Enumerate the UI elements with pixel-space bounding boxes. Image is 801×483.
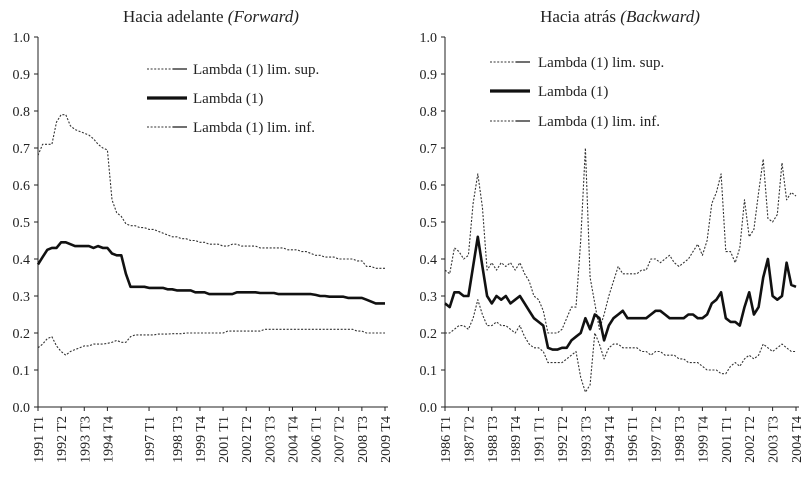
x-tick-label: 1998 T3 — [673, 416, 688, 463]
legend-label: Lambda (1) lim. inf. — [193, 120, 315, 136]
legend-label: Lambda (1) — [193, 91, 263, 107]
x-tick-label: 2004 T4 — [790, 416, 801, 463]
y-tick-label: 0.1 — [420, 364, 438, 379]
y-tick-label: 0.3 — [13, 290, 31, 305]
x-tick-label: 1999 T4 — [194, 416, 209, 463]
x-tick-label: 1991 T1 — [32, 416, 47, 463]
chart-title: Hacia adelante (Forward) — [123, 7, 299, 26]
y-tick-label: 0.5 — [420, 216, 438, 231]
x-tick-label: 1991 T1 — [533, 416, 548, 463]
series-line-3 — [37, 328, 385, 356]
x-tick-label: 1987 T2 — [462, 416, 477, 463]
x-tick-label: 2002 T2 — [743, 416, 758, 463]
y-tick-label: 0.5 — [13, 216, 31, 231]
x-tick-label: 1999 T4 — [696, 416, 711, 463]
x-tick-label: 1992 T2 — [556, 416, 571, 463]
x-tick-label: 1993 T3 — [579, 416, 594, 463]
series-line-2 — [36, 241, 385, 305]
y-tick-label: 0.4 — [420, 253, 438, 268]
legend-label: Lambda (1) — [538, 84, 608, 100]
y-tick-label: 0.8 — [420, 105, 438, 120]
x-tick-label: 2004 T4 — [286, 416, 301, 463]
y-tick-label: 1.0 — [13, 31, 31, 46]
y-tick-label: 0.0 — [420, 401, 438, 416]
series-line-1 — [37, 114, 385, 269]
x-tick-label: 1997 T2 — [650, 416, 665, 463]
x-tick-label: 1998 T3 — [171, 416, 186, 463]
x-tick-label: 1992 T2 — [55, 416, 70, 463]
x-tick-label: 2003 T3 — [263, 416, 278, 463]
y-tick-label: 0.0 — [13, 401, 31, 416]
x-tick-label: 2007 T2 — [333, 416, 348, 463]
chart-title: Hacia atrás (Backward) — [540, 7, 700, 26]
y-tick-label: 0.8 — [13, 105, 31, 120]
y-tick-label: 0.6 — [13, 179, 31, 194]
x-tick-label: 1993 T3 — [78, 416, 93, 463]
x-tick-label: 1997 T1 — [143, 416, 158, 463]
x-tick-label: 2001 T1 — [217, 416, 232, 463]
x-tick-label: 1996 T1 — [626, 416, 641, 463]
y-tick-label: 0.7 — [13, 142, 31, 157]
y-tick-label: 0.2 — [13, 327, 31, 342]
x-tick-label: 1989 T4 — [509, 416, 524, 463]
y-tick-label: 0.3 — [420, 290, 438, 305]
x-tick-label: 2009 T4 — [379, 416, 394, 463]
x-tick-label: 2001 T1 — [720, 416, 735, 463]
series-line-3 — [445, 299, 796, 393]
x-tick-label: 2006 T1 — [310, 416, 325, 463]
chart-panel-2: Hacia atrás (Backward) 0.0 0.1 0.2 0.3 0.4 0.5… — [420, 7, 801, 463]
legend-label: Lambda (1) lim. inf. — [538, 114, 660, 130]
x-tick-label: 2008 T3 — [356, 416, 371, 463]
legend-label: Lambda (1) lim. sup. — [193, 62, 319, 78]
x-tick-label: 1994 T4 — [603, 416, 618, 463]
x-tick-label: 1986 T1 — [439, 416, 454, 463]
chart-panel-1: Hacia adelante (Forward) 0.0 0.1 0.2 0.3 0.4 0… — [13, 7, 395, 463]
y-tick-label: 0.9 — [13, 68, 31, 83]
x-tick-label: 1994 T4 — [101, 416, 116, 463]
x-tick-label: 2003 T3 — [767, 416, 782, 463]
series-line-2 — [444, 235, 797, 351]
y-tick-label: 0.9 — [420, 68, 438, 83]
series-line-1 — [444, 147, 797, 334]
x-tick-label: 2002 T2 — [240, 416, 255, 463]
y-tick-label: 0.1 — [13, 364, 31, 379]
y-tick-label: 0.4 — [13, 253, 31, 268]
legend-label: Lambda (1) lim. sup. — [538, 55, 664, 71]
y-tick-label: 0.2 — [420, 327, 438, 342]
y-tick-label: 1.0 — [420, 31, 438, 46]
x-tick-label: 1988 T3 — [486, 416, 501, 463]
y-tick-label: 0.6 — [420, 179, 438, 194]
y-tick-label: 0.7 — [420, 142, 438, 157]
